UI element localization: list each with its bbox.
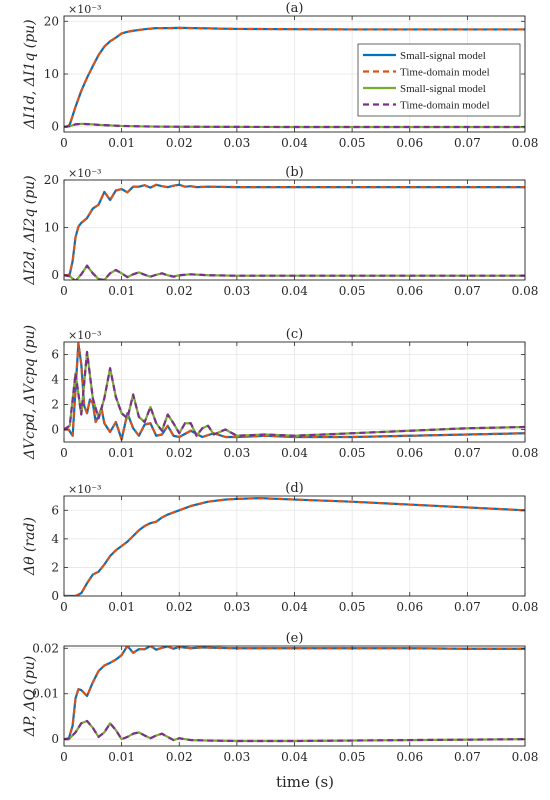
x-tick-label: 0.05 xyxy=(339,136,366,150)
y-exponent-label: ×10⁻³ xyxy=(68,3,101,16)
panel-b: 0 0.01 0.02 0.03 0.04 0.05 0.06 0.07 0.08 0 10 20 ×1… xyxy=(22,165,538,298)
y-exponent-label: ×10⁻³ xyxy=(68,329,101,342)
legend-entry-label: Small-signal model xyxy=(400,50,486,62)
x-tick-label: 0.03 xyxy=(224,136,251,150)
x-axis-label: time (s) xyxy=(276,773,334,791)
y-tick-label: 20 xyxy=(44,14,59,28)
x-tick-label: 0.05 xyxy=(339,284,366,298)
y-tick-label: 10 xyxy=(44,67,59,81)
x-tick-label: 0.08 xyxy=(512,446,539,460)
x-tick-label: 0.05 xyxy=(339,750,366,764)
x-tick-label: 0.03 xyxy=(224,446,251,460)
legend-entry-label: Small-signal model xyxy=(400,83,486,95)
y-tick-label: 6 xyxy=(51,503,59,517)
y-exponent-label: ×10⁻³ xyxy=(68,483,101,496)
x-tick-label: 0.04 xyxy=(281,600,308,614)
x-tick-label: 0.07 xyxy=(454,750,481,764)
y-tick-label: 4 xyxy=(51,373,59,387)
x-tick-label: 0.02 xyxy=(166,750,193,764)
y-tick-label: 0 xyxy=(51,423,59,437)
y-axis-label: ΔP, ΔQ (pu) xyxy=(22,656,38,738)
series-line-3 xyxy=(64,350,525,437)
x-tick-label: 0.08 xyxy=(512,284,539,298)
x-tick-label: 0.02 xyxy=(166,446,193,460)
x-tick-label: 0.04 xyxy=(281,136,308,150)
y-tick-label: 20 xyxy=(44,173,59,187)
y-tick-label: 0 xyxy=(51,120,59,134)
x-tick-label: 0.02 xyxy=(166,136,193,150)
panel-e: 0 0.01 0.02 0.03 0.04 0.05 0.06 0.07 0.08 0 0.01 0.… xyxy=(22,631,538,764)
y-tick-label: 0 xyxy=(51,732,59,746)
x-tick-label: 0.03 xyxy=(224,284,251,298)
y-tick-label: 0 xyxy=(51,268,59,282)
legend: Small-signal model Time-domain model Small… xyxy=(357,43,521,117)
series-line-1 xyxy=(64,646,525,741)
x-tick-label: 0.02 xyxy=(166,284,193,298)
x-tick-label: 0.03 xyxy=(224,750,251,764)
x-tick-label: 0.08 xyxy=(512,136,539,150)
x-tick-label: 0.06 xyxy=(396,136,423,150)
x-tick-label: 0.06 xyxy=(396,284,423,298)
panel-d: 0 0.01 0.02 0.03 0.04 0.05 0.06 0.07 0.08 0 2 4 6 ×10… xyxy=(22,481,538,614)
x-tick-label: 0.07 xyxy=(454,446,481,460)
x-tick-label: 0.04 xyxy=(281,446,308,460)
series-line-1 xyxy=(64,342,525,441)
y-tick-label: 0 xyxy=(51,589,59,603)
x-tick-label: 0.07 xyxy=(454,600,481,614)
x-tick-label: 0.02 xyxy=(166,600,193,614)
y-tick-label: 0.02 xyxy=(32,641,59,655)
x-tick-label: 0.01 xyxy=(108,750,135,764)
x-tick-label: 0.07 xyxy=(454,136,481,150)
x-tick-label: 0.01 xyxy=(108,284,135,298)
x-tick-label: 0.06 xyxy=(396,446,423,460)
x-tick-label: 0.01 xyxy=(108,136,135,150)
x-tick-label: 0.05 xyxy=(339,446,366,460)
panel-c: 0 0.01 0.02 0.03 0.04 0.05 0.06 0.07 0.08 0 2 4 6 ×10… xyxy=(22,325,538,460)
y-tick-label: 10 xyxy=(44,221,59,235)
x-tick-label: 0.01 xyxy=(108,446,135,460)
y-axis-label: Δθ (rad) xyxy=(22,517,38,576)
series-line-1 xyxy=(64,26,525,128)
y-tick-label: 2 xyxy=(51,398,59,412)
series-line-3 xyxy=(64,264,525,280)
x-tick-label: 0.08 xyxy=(512,750,539,764)
series-line-2 xyxy=(64,122,525,129)
panel-title: (b) xyxy=(285,165,303,180)
x-tick-label: 0.06 xyxy=(396,600,423,614)
y-tick-label: 6 xyxy=(51,348,59,362)
panel-title: (e) xyxy=(286,631,304,646)
x-tick-label: 0.03 xyxy=(224,600,251,614)
series-line-3 xyxy=(64,719,525,743)
y-tick-label: 4 xyxy=(51,532,59,546)
y-exponent-label: ×10⁻³ xyxy=(68,167,101,180)
y-tick-label: 0.01 xyxy=(32,687,59,701)
x-tick-label: 0 xyxy=(60,284,68,298)
series-line-1 xyxy=(64,497,525,596)
series-line-1 xyxy=(64,183,525,277)
x-tick-label: 0.05 xyxy=(339,600,366,614)
panel-title: (d) xyxy=(285,481,303,496)
y-tick-label: 2 xyxy=(51,560,59,574)
x-tick-label: 0 xyxy=(60,136,68,150)
x-tick-label: 0.08 xyxy=(512,600,539,614)
x-tick-label: 0.07 xyxy=(454,284,481,298)
y-axis-label: ΔVcpd, ΔVcpq (pu) xyxy=(22,325,38,460)
panel-title: (a) xyxy=(286,1,304,16)
x-tick-label: 0 xyxy=(60,750,68,764)
y-axis-label: ΔI1d, ΔI1q (pu) xyxy=(22,19,38,129)
x-tick-label: 0 xyxy=(60,446,68,460)
x-tick-label: 0.04 xyxy=(281,750,308,764)
x-tick-label: 0.04 xyxy=(281,284,308,298)
legend-entry-label: Time-domain model xyxy=(400,67,490,79)
legend-entry-label: Time-domain model xyxy=(400,100,490,112)
x-tick-label: 0 xyxy=(60,600,68,614)
x-tick-label: 0.01 xyxy=(108,600,135,614)
x-tick-label: 0.06 xyxy=(396,750,423,764)
y-axis-label: ΔI2d, ΔI2q (pu) xyxy=(22,175,38,285)
panel-title: (c) xyxy=(286,327,303,342)
